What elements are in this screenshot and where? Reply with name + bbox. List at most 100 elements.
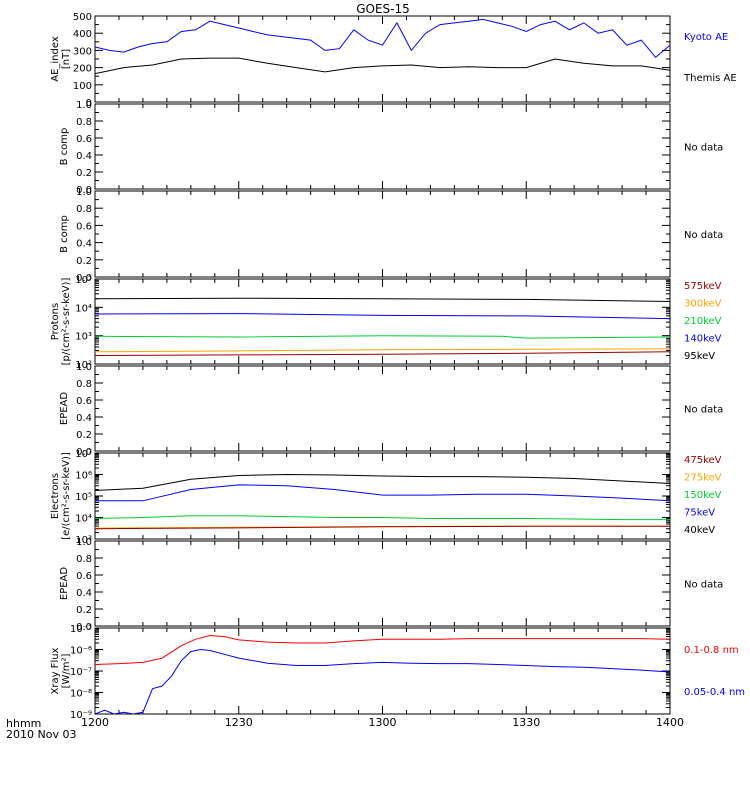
y-tick-label: 500 — [73, 12, 92, 23]
y-tick-label: 100 — [73, 81, 92, 92]
y-tick-label: 10⁻⁷ — [70, 667, 92, 678]
panel-b-comp-2: 0.0 0.2 0.4 0.6 0.8 1.0 B comp No data — [59, 187, 723, 284]
y-tick-label: 0.4 — [76, 588, 92, 599]
y-tick-label: 10⁻⁵ — [70, 624, 92, 635]
series-line-40kev — [95, 473, 670, 491]
panel-frame — [94, 190, 671, 278]
y-tick-label: 10⁵ — [75, 275, 92, 286]
panel-frame — [94, 365, 671, 452]
y-tick-label: 10² — [75, 360, 92, 371]
series-line-150kev — [95, 515, 670, 521]
y-tick-label: 10⁴ — [75, 303, 92, 314]
panel-protons: 10² 10³ 10⁴ 10⁵ Protons [p/(cm²-s-sr-keV)] 575… — [50, 275, 722, 371]
y-tick-label: 0.8 — [76, 117, 92, 128]
y-axis-label: Xray Flux — [50, 647, 61, 694]
y-tick-label: 10⁷ — [75, 449, 92, 460]
legend-entry: Themis AE — [683, 73, 737, 84]
x-axis-label: hhmm — [6, 717, 41, 730]
y-axis-label: [W/m²] — [61, 653, 72, 688]
y-tick-label: 0.2 — [76, 256, 92, 267]
legend-entry: 95keV — [684, 351, 715, 362]
y-tick-label: 0.6 — [76, 221, 92, 232]
x-tick-label: 1330 — [512, 716, 540, 729]
series-line-95kev — [95, 297, 670, 302]
y-axis-label: B comp — [59, 215, 70, 253]
x-tick-label: 1300 — [369, 716, 397, 729]
y-tick-label: 0.0 — [76, 273, 92, 284]
series-line-0-05-0-4-nm — [95, 648, 670, 714]
y-tick-label: 10⁴ — [75, 514, 92, 525]
y-tick-label: 0.8 — [76, 204, 92, 215]
y-tick-label: 0.6 — [76, 134, 92, 145]
x-tick-label: 1200 — [81, 716, 109, 729]
no-data-note: No data — [684, 230, 723, 241]
legend-entry: 300keV — [684, 299, 722, 310]
panel-b-comp-1: 0.0 0.2 0.4 0.6 0.8 1.0 B comp No data — [59, 100, 723, 196]
no-data-note: No data — [684, 405, 723, 416]
panel-stack: 0 100 200 300 400 500 AE_index [nT] Kyoto AE Them… — [50, 12, 745, 721]
legend-entry: 475keV — [684, 455, 722, 466]
y-tick-label: 10⁻⁸ — [70, 689, 92, 700]
panel-electrons: 10³ 10⁴ 10⁵ 10⁶ 10⁷ Electrons [e/(cm²-s-sr-keV… — [50, 449, 722, 546]
series-line-kyoto-ae — [95, 18, 670, 59]
y-tick-label: 0.6 — [76, 571, 92, 582]
y-tick-label: 0.2 — [76, 430, 92, 441]
panel-ae-index: 0 100 200 300 400 500 AE_index [nT] Kyoto AE Them… — [50, 12, 737, 109]
no-data-note: No data — [684, 580, 723, 591]
y-tick-label: 0.4 — [76, 239, 92, 250]
legend-entry: 575keV — [684, 281, 722, 292]
panel-frame — [94, 103, 671, 190]
y-tick-label: 1.0 — [76, 187, 92, 198]
y-tick-label: 10⁻⁹ — [70, 710, 92, 721]
y-tick-label: 1.0 — [76, 362, 92, 373]
legend-entry: 140keV — [684, 334, 722, 345]
y-tick-label: 10⁶ — [75, 471, 92, 482]
panel-frame — [94, 627, 671, 715]
legend-entry: 75keV — [684, 508, 715, 519]
y-tick-label: 1.0 — [76, 100, 92, 111]
y-tick-label: 0.0 — [76, 185, 92, 196]
y-axis-label: [p/(cm²-s-sr-keV)] — [61, 278, 72, 366]
y-tick-label: 0 — [86, 98, 92, 109]
x-tick-label: 1230 — [225, 716, 253, 729]
series-line-575kev — [95, 351, 670, 356]
panel-xray: 10⁻⁹ 10⁻⁸ 10⁻⁷ 10⁻⁶ 10⁻⁵ Xray Flux [W/m²] 0.1-0… — [50, 624, 745, 721]
y-tick-label: 10³ — [75, 332, 92, 343]
panel-epead-2: 0.0 0.2 0.4 0.6 0.8 1.0 EPEAD No data — [59, 537, 723, 633]
series-line-0-1-0-8-nm — [95, 634, 670, 665]
y-tick-label: 0.8 — [76, 379, 92, 390]
y-tick-label: 300 — [73, 46, 92, 57]
y-tick-label: 10⁵ — [75, 492, 92, 503]
y-tick-label: 10⁻⁶ — [70, 646, 92, 657]
y-tick-label: 0.4 — [76, 413, 92, 424]
legend-entry: 40keV — [684, 525, 715, 536]
legend-entry: 0.05-0.4 nm — [684, 687, 745, 698]
x-tick-label: 1400 — [656, 716, 684, 729]
y-tick-label: 0.8 — [76, 554, 92, 565]
series-line-75kev — [95, 484, 670, 502]
y-tick-label: 400 — [73, 29, 92, 40]
y-tick-label: 200 — [73, 64, 92, 75]
series-line-300kev — [95, 348, 670, 353]
y-axis-label: AE_index — [50, 36, 61, 82]
no-data-note: No data — [684, 143, 723, 154]
y-tick-label: 0.0 — [76, 622, 92, 633]
y-tick-label: 0.0 — [76, 447, 92, 458]
y-tick-label: 1.0 — [76, 537, 92, 548]
y-tick-label: 0.2 — [76, 168, 92, 179]
y-axis-label: [nT] — [61, 49, 72, 69]
chart-title: GOES-15 — [356, 2, 410, 16]
panel-epead-1: 0.0 0.2 0.4 0.6 0.8 1.0 EPEAD No data — [59, 362, 723, 458]
panel-frame — [94, 540, 671, 627]
y-tick-label: 10³ — [75, 535, 92, 546]
y-axis-label: Protons — [50, 303, 61, 340]
series-line-475kev — [95, 525, 670, 530]
legend-entry: 0.1-0.8 nm — [684, 645, 739, 656]
legend-entry: 275keV — [684, 473, 722, 484]
y-tick-label: 0.4 — [76, 151, 92, 162]
y-tick-label: 0.2 — [76, 605, 92, 616]
y-axis-label: Electrons — [50, 473, 61, 519]
series-line-themis-ae — [95, 57, 670, 75]
